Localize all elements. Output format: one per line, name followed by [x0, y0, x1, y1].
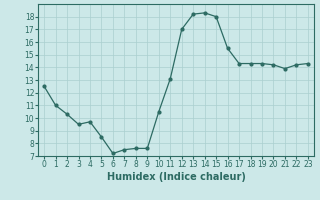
- X-axis label: Humidex (Indice chaleur): Humidex (Indice chaleur): [107, 172, 245, 182]
